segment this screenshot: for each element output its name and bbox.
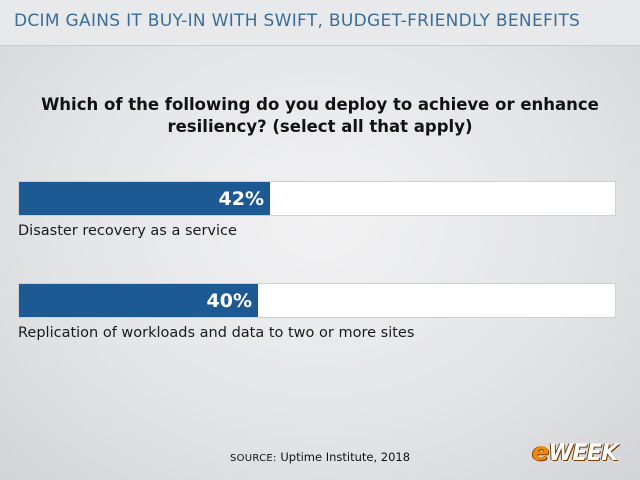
chart-panel: [0, 46, 640, 480]
logo-rest: WEEK: [548, 441, 618, 466]
bar-track: 42%: [18, 181, 616, 216]
header-title: DCIM GAINS IT BUY-IN WITH SWIFT, BUDGET-…: [14, 11, 581, 31]
source-line: SOURCE: Uptime Institute, 2018: [0, 450, 640, 464]
bar: [19, 284, 258, 317]
bar-track: 40%: [18, 283, 616, 318]
bar-value-label: 40%: [206, 290, 252, 312]
header-divider: [0, 45, 640, 46]
category-label: Replication of workloads and data to two…: [18, 325, 415, 341]
header-band: DCIM GAINS IT BUY-IN WITH SWIFT, BUDGET-…: [0, 0, 640, 46]
category-label: Disaster recovery as a service: [18, 223, 237, 239]
bar-value-label: 42%: [218, 188, 264, 210]
source-prefix: SOURCE:: [229, 453, 277, 464]
bar: [19, 182, 270, 215]
source-text: Uptime Institute, 2018: [280, 450, 411, 464]
eweek-logo: eWEEK: [532, 437, 618, 466]
logo-e: e: [532, 437, 549, 466]
chart-title: Which of the following do you deploy to …: [41, 95, 599, 136]
